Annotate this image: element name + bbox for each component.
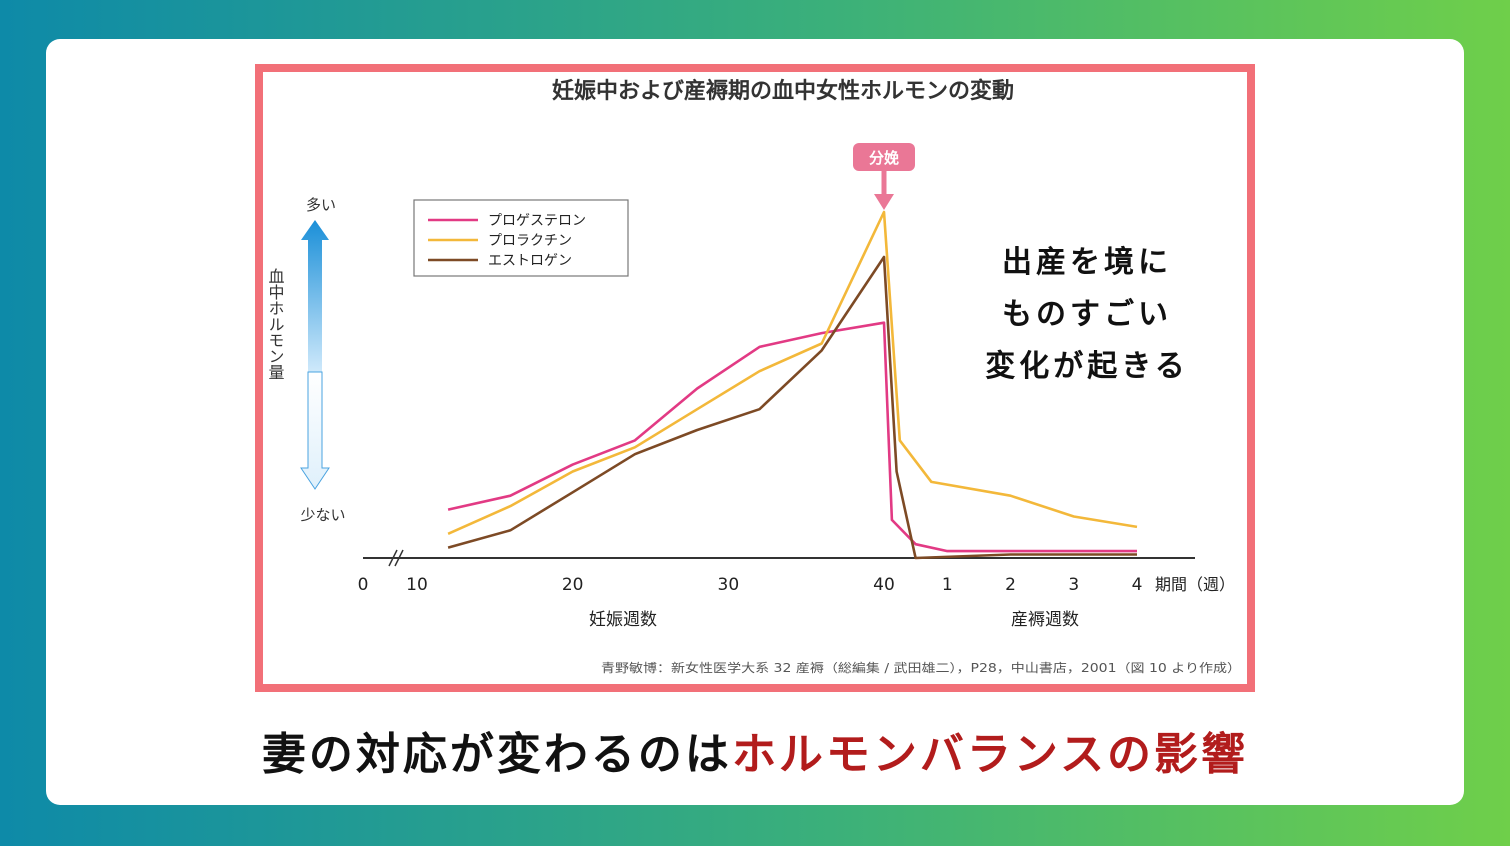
x-unit-label: 期間（週） — [1155, 575, 1235, 594]
x-axis: 0 10 20 30 40 1 2 3 4 期間（週） 妊娠週数 産褥週数 — [358, 549, 1235, 630]
caption-prefix: 妻の対応が変わるのは — [261, 729, 732, 780]
chart-title: 妊娠中および産褥期の血中女性ホルモンの変動 — [552, 78, 1014, 104]
legend-label-1: プロゲステロン — [488, 213, 586, 229]
annotation-line-3: 変化が起きる — [985, 349, 1188, 384]
x-tick-label: 1 — [942, 575, 953, 595]
x-tick-label: 30 — [718, 575, 740, 595]
hormone-chart: 妊娠中および産褥期の血中女性ホルモンの変動 多い 少ない 血中ホルモン量 0 1… — [266, 78, 1242, 675]
x-tick-label: 40 — [873, 575, 895, 595]
birth-badge-label: 分娩 — [869, 149, 899, 167]
y-bottom-label: 少ない — [300, 506, 345, 524]
series-line-3 — [447, 255, 1137, 560]
postpartum-weeks-label: 産褥週数 — [1011, 610, 1079, 630]
axis-break-mark-2 — [394, 549, 404, 567]
source-note: 青野敏博：新女性医学大系 32 産褥（総編集 / 武田雄二），P28，中山書店，… — [601, 660, 1241, 675]
x-tick-label: 10 — [406, 575, 428, 595]
y-axis-label: 血中ホルモン量 — [266, 268, 285, 380]
less-arrow-icon — [300, 371, 330, 490]
annotation-line-1: 出産を境に — [1002, 245, 1172, 280]
x-tick-labels: 10 20 30 40 1 2 3 4 — [406, 575, 1142, 595]
pregnancy-weeks-label: 妊娠週数 — [589, 610, 657, 630]
y-axis-indicator: 多い 少ない 血中ホルモン量 — [266, 196, 346, 524]
birth-arrow-icon — [874, 194, 894, 210]
x-tick-label: 3 — [1068, 575, 1079, 595]
birth-marker: 分娩 — [853, 143, 915, 210]
caption: 妻の対応が変わるのはホルモンバランスの影響 — [0, 718, 1510, 782]
legend-label-2: プロラクチン — [488, 233, 572, 249]
x-tick-label: 2 — [1005, 575, 1016, 595]
series-line-2 — [447, 210, 1138, 535]
legend-label-3: エストロゲン — [488, 253, 572, 269]
series-line-1 — [447, 321, 1137, 553]
x-tick-label: 20 — [562, 575, 584, 595]
x-origin-label: 0 — [358, 575, 369, 595]
annotation-line-2: ものすごい — [1002, 297, 1172, 332]
more-arrow-icon — [301, 220, 329, 372]
axis-break-mark-1 — [388, 549, 398, 567]
chart-frame: 妊娠中および産褥期の血中女性ホルモンの変動 多い 少ない 血中ホルモン量 0 1… — [255, 64, 1255, 692]
caption-highlight: ホルモンバランスの影響 — [731, 729, 1249, 780]
annotation-text: 出産を境に ものすごい 変化が起きる — [985, 245, 1188, 384]
y-top-label: 多い — [306, 196, 336, 214]
series-lines — [447, 210, 1138, 560]
legend-box — [413, 199, 629, 277]
x-tick-label: 4 — [1132, 575, 1143, 595]
birth-badge — [853, 143, 915, 171]
